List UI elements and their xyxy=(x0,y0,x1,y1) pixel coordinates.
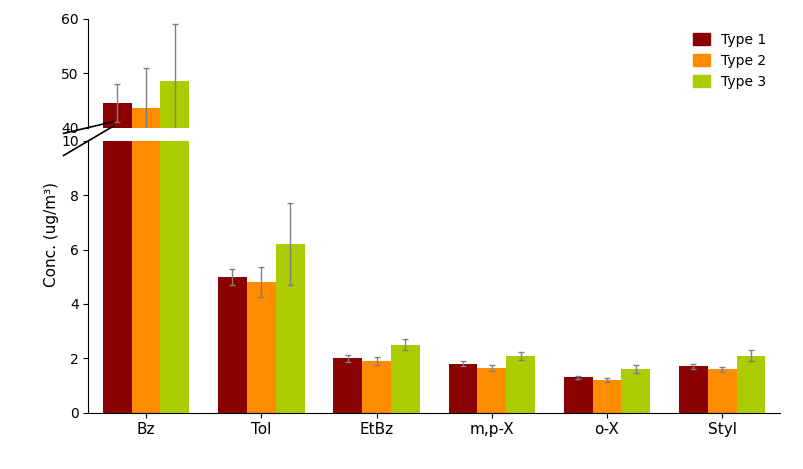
Bar xyxy=(592,380,621,413)
Bar xyxy=(361,335,390,345)
Legend: Type 1, Type 2, Type 3: Type 1, Type 2, Type 3 xyxy=(685,26,772,96)
Bar xyxy=(132,108,161,345)
Bar xyxy=(448,335,477,345)
Bar xyxy=(679,366,707,413)
Bar xyxy=(506,333,534,345)
Bar xyxy=(333,358,361,413)
Bar xyxy=(361,361,390,413)
Bar xyxy=(247,282,275,413)
Bar xyxy=(161,0,189,413)
Bar xyxy=(247,319,275,345)
Bar xyxy=(736,356,764,413)
Bar xyxy=(333,334,361,345)
Bar xyxy=(390,345,419,413)
Bar xyxy=(563,338,592,345)
Bar xyxy=(621,369,650,413)
Bar xyxy=(477,336,506,345)
Bar xyxy=(477,368,506,413)
Bar xyxy=(161,81,189,345)
Bar xyxy=(592,339,621,345)
Bar xyxy=(736,333,764,345)
Bar xyxy=(218,318,247,345)
Bar xyxy=(390,332,419,345)
Bar xyxy=(132,0,161,413)
Bar xyxy=(707,369,736,413)
Bar xyxy=(506,356,534,413)
Text: Conc. (ug/m³): Conc. (ug/m³) xyxy=(44,182,59,287)
Bar xyxy=(103,0,132,413)
Bar xyxy=(275,311,304,345)
Bar xyxy=(448,364,477,413)
Bar xyxy=(103,103,132,345)
Bar xyxy=(707,336,736,345)
Bar xyxy=(563,378,592,413)
Bar xyxy=(621,336,650,345)
Bar xyxy=(218,277,247,413)
Bar xyxy=(275,244,304,413)
Bar xyxy=(679,336,707,345)
